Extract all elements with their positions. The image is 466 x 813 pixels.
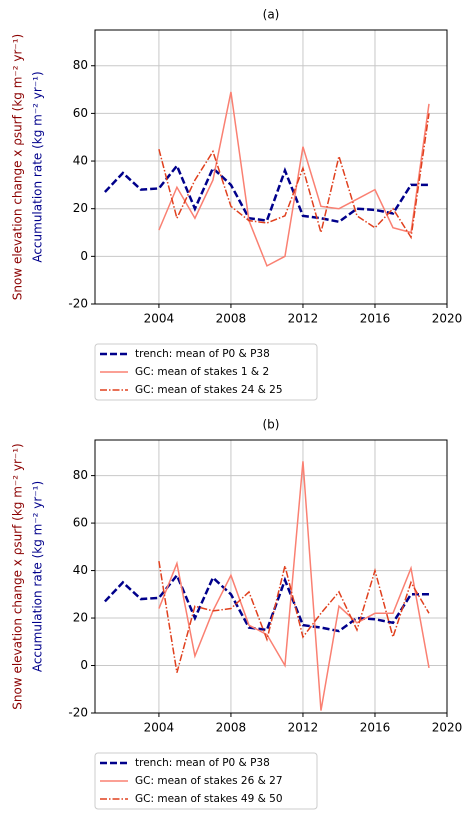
- legend-label: trench: mean of P0 & P38: [135, 757, 270, 769]
- legend: trench: mean of P0 & P38 GC: mean of stak…: [94, 752, 318, 810]
- series-line: [158, 113, 430, 240]
- y-axis-label: Snow elevation change x ρsurf (kg m⁻² yr…: [11, 443, 25, 709]
- x-tick-label: 2008: [216, 312, 247, 326]
- x-tick-label: 2012: [288, 721, 319, 735]
- legend-label: GC: mean of stakes 26 & 27: [135, 775, 283, 787]
- y-tick-label: 60: [73, 516, 88, 530]
- x-tick-label: 2004: [144, 721, 175, 735]
- legend: trench: mean of P0 & P38 GC: mean of stak…: [94, 343, 318, 401]
- legend-label: GC: mean of stakes 24 & 25: [135, 384, 283, 396]
- x-tick-label: 2016: [360, 312, 391, 326]
- series-line: [103, 163, 429, 224]
- y-tick-label: -20: [68, 297, 88, 311]
- y-axis-label-2: Accumulation rate (kg m⁻² yr⁻¹): [31, 481, 45, 672]
- y-axis-label: Snow elevation change x ρsurf (kg m⁻² yr…: [11, 34, 25, 300]
- plot-frame: [94, 439, 448, 714]
- y-tick-label: 80: [73, 58, 88, 72]
- series-line: [158, 461, 430, 711]
- x-tick-label: 2004: [144, 312, 175, 326]
- y-tick-label: 20: [73, 611, 88, 625]
- series-line: [158, 91, 430, 267]
- y-axis-label-2: Accumulation rate (kg m⁻² yr⁻¹): [31, 71, 45, 262]
- y-tick-label: 40: [73, 563, 88, 577]
- legend-box: [94, 752, 318, 810]
- legend-label: GC: mean of stakes 49 & 50: [135, 793, 283, 805]
- x-tick-label: 2020: [432, 721, 463, 735]
- x-tick-label: 2008: [216, 721, 247, 735]
- legend-label: GC: mean of stakes 1 & 2: [135, 366, 269, 378]
- legend-label: trench: mean of P0 & P38: [135, 348, 270, 360]
- y-tick-label: 20: [73, 201, 88, 215]
- chart-title: (a): [263, 8, 280, 22]
- x-tick-label: 2020: [432, 312, 463, 326]
- y-tick-label: 80: [73, 468, 88, 482]
- y-tick-label: 0: [80, 658, 88, 672]
- x-tick-label: 2012: [288, 312, 319, 326]
- x-tick-label: 2016: [360, 721, 391, 735]
- legend-box: [94, 343, 318, 401]
- y-tick-label: 40: [73, 154, 88, 168]
- y-tick-label: 60: [73, 106, 88, 120]
- y-tick-label: -20: [68, 706, 88, 720]
- plot-frame: [94, 29, 448, 305]
- series-line: [103, 572, 429, 633]
- chart-title: (b): [263, 418, 280, 432]
- series-line: [158, 560, 430, 673]
- y-tick-label: 0: [80, 249, 88, 263]
